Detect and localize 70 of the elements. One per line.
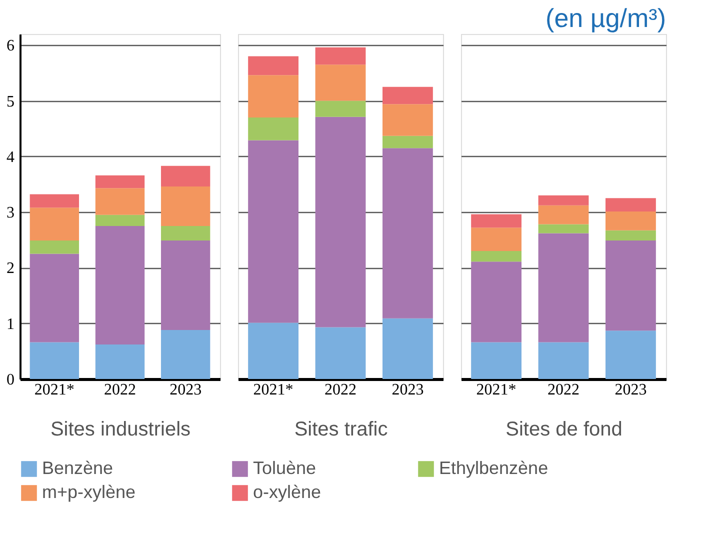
legend-label: Ethylbenzène: [439, 458, 548, 478]
y-tick-label: 4: [6, 148, 14, 166]
bar: [160, 240, 210, 330]
x-tick-label: 2022: [548, 382, 580, 398]
x-tick-label: 2023: [614, 382, 647, 398]
legend-label: o-xylène: [253, 482, 322, 502]
bar: [160, 330, 210, 379]
bar: [30, 208, 80, 240]
y-tick-label: 3: [6, 204, 14, 222]
bar: [315, 64, 366, 101]
bar: [95, 214, 145, 226]
x-tick-label: 2021*: [253, 382, 294, 398]
legend-label: Benzène: [42, 458, 114, 478]
bar: [471, 214, 522, 228]
bar: [606, 198, 656, 212]
bar: [606, 230, 656, 240]
y-tick-label: 6: [6, 38, 14, 55]
bar: [248, 322, 298, 379]
bar: [538, 233, 589, 342]
x-tick-label: 2021*: [476, 382, 516, 398]
bar: [538, 224, 589, 234]
x-axis-title: Sites trafic: [294, 418, 388, 440]
chart-title: (en µg/m³): [546, 3, 666, 33]
bar: [160, 226, 210, 240]
bar: [95, 175, 145, 188]
bar: [382, 318, 433, 379]
bar: [160, 166, 210, 186]
y-tick-label: 1: [6, 316, 14, 333]
bar: [606, 212, 656, 230]
x-tick-label: 2022: [104, 382, 136, 398]
bar: [30, 254, 80, 342]
bar: [95, 226, 145, 344]
bar: [382, 86, 433, 104]
x-tick-label: 2023: [392, 382, 424, 398]
bar: [95, 188, 145, 215]
bar: [315, 327, 366, 379]
bar: [538, 195, 589, 206]
bar: [30, 240, 80, 254]
bar: [315, 116, 366, 328]
x-tick-label: 2022: [324, 382, 356, 398]
y-tick-label: 0: [6, 372, 14, 388]
bar: [538, 342, 589, 379]
y-tick-label: 2: [6, 260, 14, 278]
bar: [606, 240, 656, 331]
bar: [160, 186, 210, 226]
y-tick-label: 5: [6, 93, 14, 110]
bar: [30, 342, 80, 379]
bar: [606, 330, 656, 379]
bar: [471, 342, 522, 379]
bar: [248, 117, 298, 140]
bar: [315, 100, 366, 117]
x-tick-label: 2023: [170, 382, 202, 398]
bar: [471, 262, 522, 342]
bar: [471, 251, 522, 262]
bar: [248, 56, 298, 76]
bar: [382, 104, 433, 136]
legend-label: m+p-xylène: [42, 482, 136, 502]
bar: [30, 194, 80, 208]
bar: [315, 47, 366, 65]
x-axis-title: Sites industriels: [50, 418, 191, 440]
bar: [248, 75, 298, 118]
bar: [382, 136, 433, 148]
x-tick-label: 2021*: [34, 382, 74, 398]
bar: [382, 148, 433, 318]
bar: [538, 205, 589, 224]
bar: [471, 228, 522, 252]
bar: [248, 140, 298, 323]
x-axis-title: Sites de fond: [506, 418, 622, 440]
bar: [95, 344, 145, 379]
legend-label: Toluène: [253, 458, 316, 478]
